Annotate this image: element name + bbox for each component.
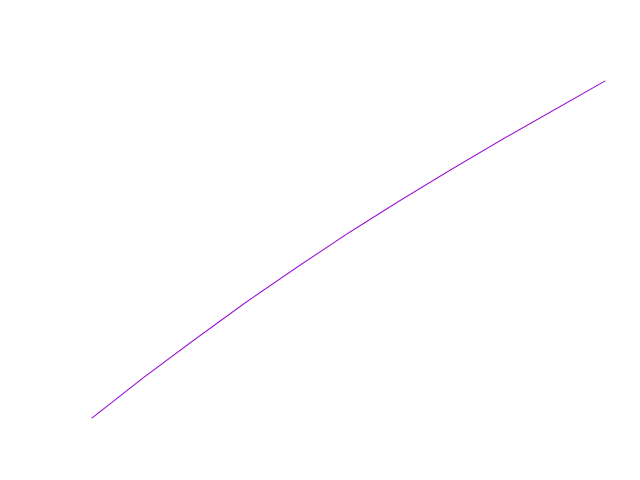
series-line-0 bbox=[91, 80, 606, 419]
series-layer bbox=[91, 80, 606, 419]
